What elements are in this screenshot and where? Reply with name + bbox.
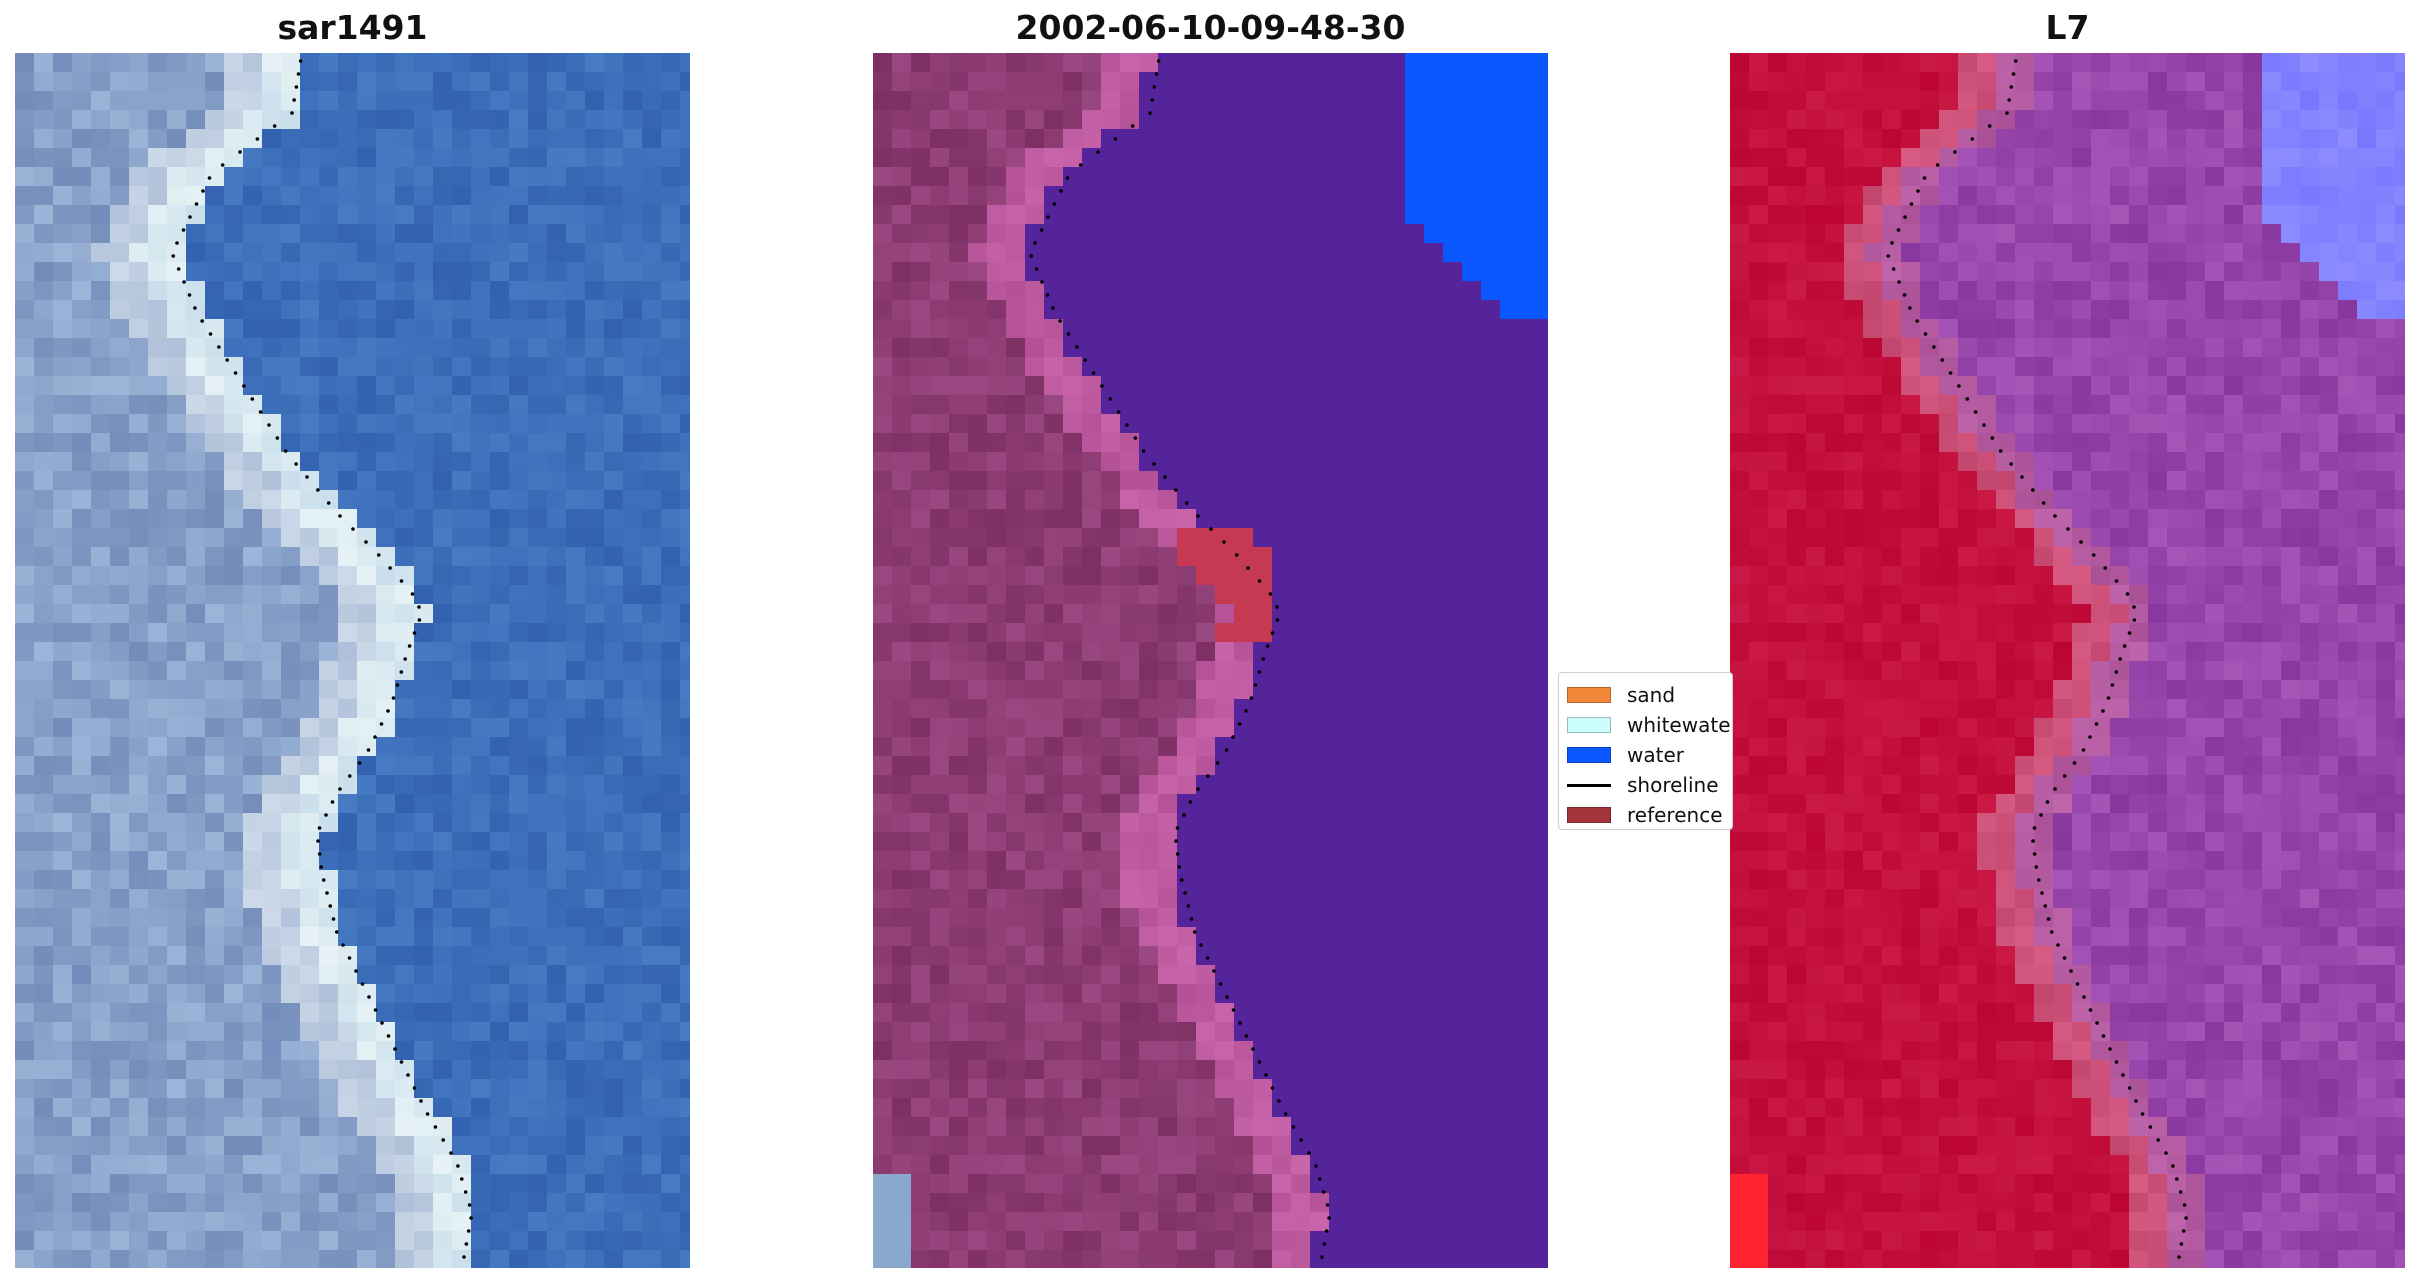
shoreline-line-icon (1567, 783, 1611, 787)
legend: sand whitewater water shoreline referenc… (1558, 672, 1733, 830)
falsecolor-satellite-image (1730, 53, 2405, 1268)
legend-item-shoreline: shoreline (1559, 770, 1719, 800)
whitewater-swatch-icon (1567, 717, 1611, 733)
rgb-image (15, 53, 690, 1268)
legend-label-shoreline: shoreline (1627, 773, 1719, 797)
reference-swatch-icon (1567, 807, 1611, 823)
legend-label-water: water (1627, 743, 1684, 767)
legend-item-whitewater: whitewater (1559, 710, 1733, 740)
panel-title-date: 2002-06-10-09-48-30 (1015, 8, 1406, 47)
falsecolor-image (1730, 53, 2405, 1268)
water-swatch-icon (1567, 747, 1611, 763)
rgb-satellite-image (15, 53, 690, 1268)
panel-title-rgb: sar1491 (277, 8, 428, 47)
legend-label-reference: reference (1627, 803, 1723, 827)
legend-item-sand: sand (1559, 680, 1675, 710)
legend-item-reference: reference (1559, 800, 1723, 829)
panel-title-satellite: L7 (2045, 8, 2090, 47)
classified-satellite-image (873, 53, 1548, 1268)
legend-item-water: water (1559, 740, 1684, 770)
legend-label-whitewater: whitewater (1627, 713, 1733, 737)
legend-label-sand: sand (1627, 683, 1676, 707)
classified-image (873, 53, 1548, 1268)
sand-swatch-icon (1567, 687, 1611, 703)
